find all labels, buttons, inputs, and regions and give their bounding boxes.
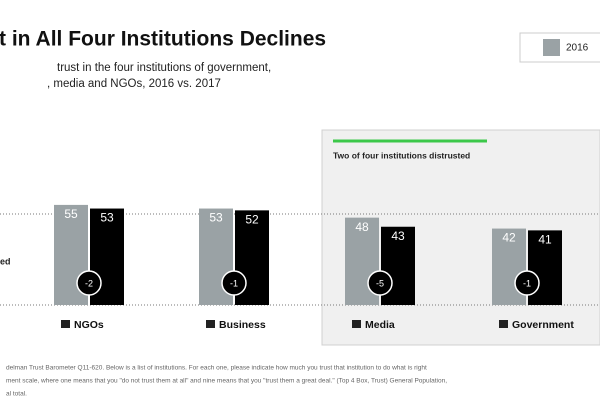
value-label: 52	[245, 213, 259, 227]
x-tick-label: Business	[219, 319, 266, 331]
change-label: -1	[230, 278, 238, 288]
value-label: 55	[64, 207, 78, 221]
category-icon	[352, 320, 361, 328]
category-icon	[61, 320, 70, 328]
change-badge	[76, 270, 102, 296]
subtitle: trust in the four institutions of govern…	[57, 62, 271, 74]
change-label: -1	[523, 278, 531, 288]
value-label: 53	[100, 211, 114, 225]
change-label: -2	[85, 278, 93, 288]
change-badge	[514, 270, 540, 296]
x-tick-label: Media	[365, 319, 395, 331]
value-label: 53	[209, 211, 223, 225]
change-label: -5	[376, 278, 384, 288]
value-label: 48	[355, 220, 369, 234]
annotation: Two of four institutions distrusted	[333, 150, 470, 160]
x-tick-label: NGOs	[74, 319, 104, 331]
legend-swatch	[543, 39, 560, 56]
side-label: ed	[0, 256, 11, 266]
footnote: al total.	[6, 391, 27, 398]
subtitle: , media and NGOs, 2016 vs. 2017	[47, 78, 221, 90]
change-badge	[367, 270, 393, 296]
category-icon	[206, 320, 215, 328]
legend-label: 2016	[566, 43, 589, 54]
value-label: 42	[502, 231, 516, 245]
x-tick-label: Government	[512, 319, 574, 331]
footnote: ment scale, where one means that you "do…	[6, 378, 447, 385]
category-icon	[499, 320, 508, 328]
footnote: delman Trust Barometer Q11-620. Below is…	[6, 365, 427, 372]
value-label: 43	[391, 229, 405, 243]
value-label: 41	[538, 233, 552, 247]
change-badge	[221, 270, 247, 296]
chart-title: t in All Four Institutions Declines	[0, 28, 326, 51]
